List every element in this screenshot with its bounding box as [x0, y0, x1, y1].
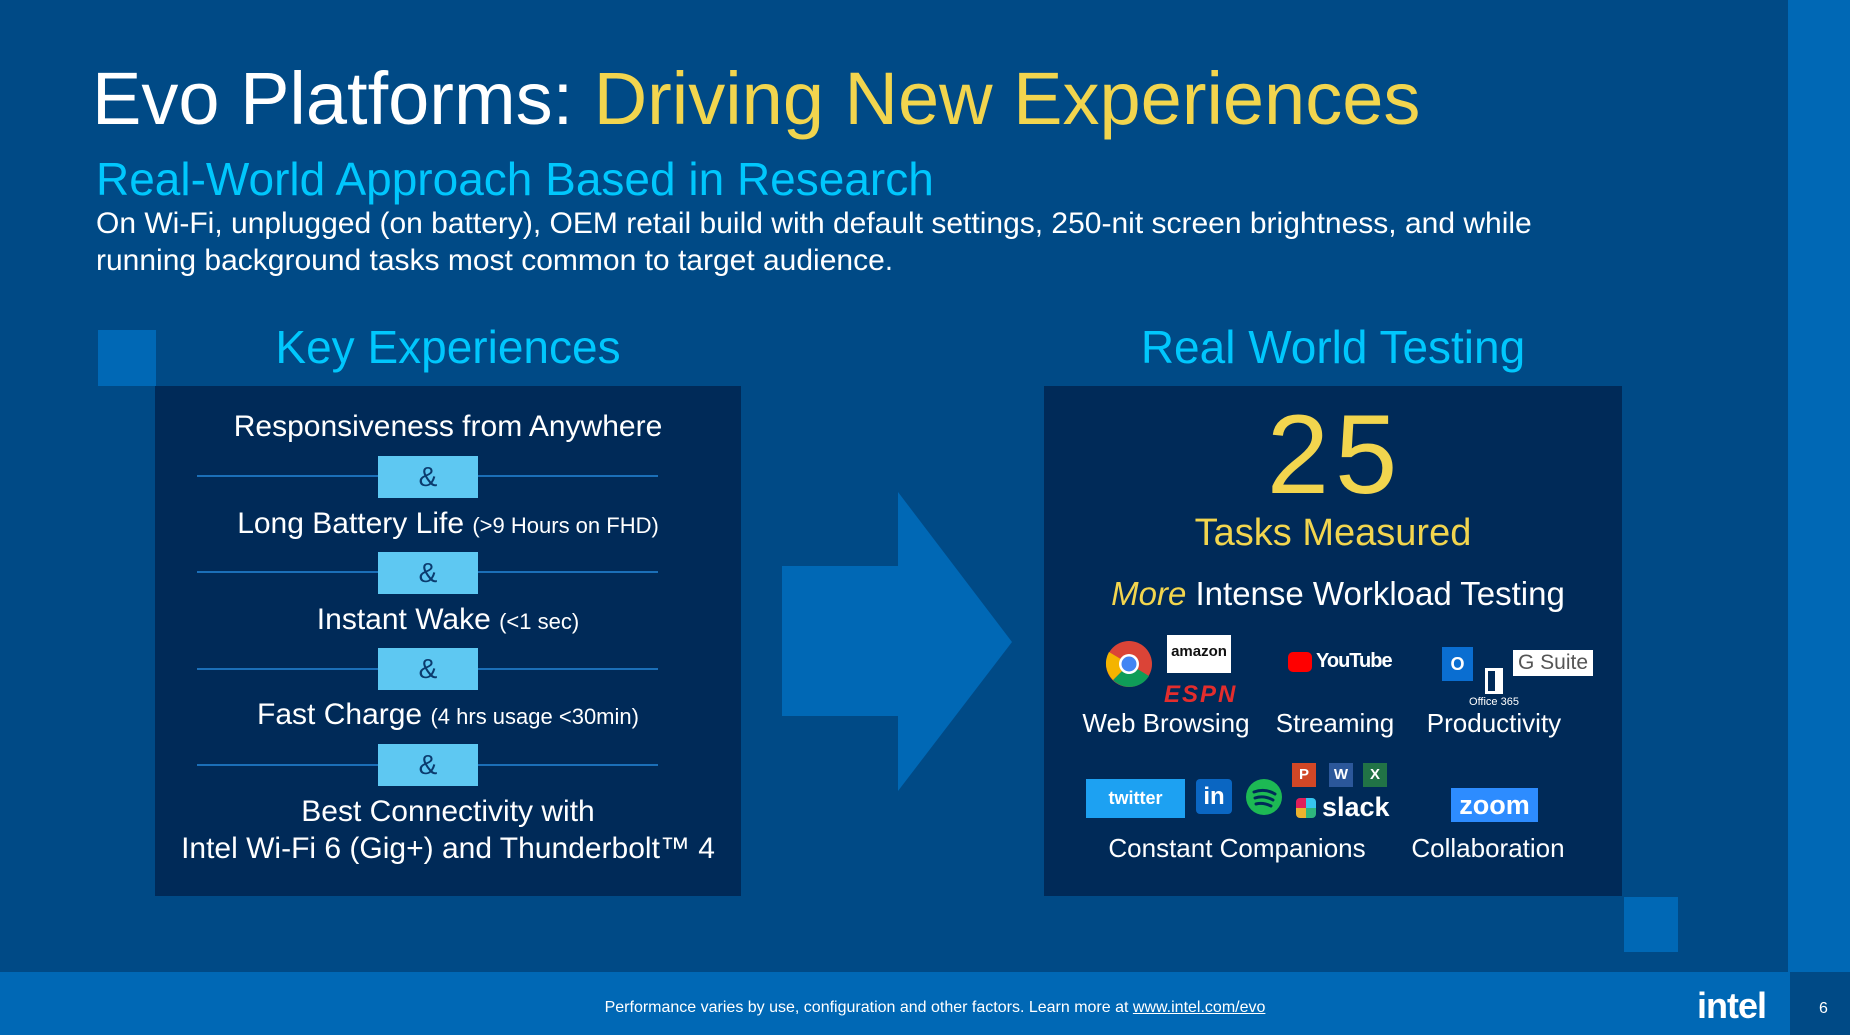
experience: Intel Wi-Fi 6 (Gig+) and Thunderbolt™ 4 [181, 832, 715, 865]
office-icon [1485, 668, 1503, 694]
powerpoint-icon: P [1292, 763, 1316, 787]
footer-bar [0, 972, 1790, 1035]
category-label: Productivity [1426, 708, 1562, 738]
count-label: Tasks Measured [1194, 512, 1472, 554]
experience-note: (<1 sec) [499, 609, 580, 634]
workload: More Intense Workload Testing [1111, 575, 1565, 613]
experience: Responsiveness from Anywhere [233, 410, 663, 443]
twitter-logo: twitter [1086, 779, 1185, 818]
experience-text: Fast Charge [257, 698, 423, 731]
category-label: Constant Companions [1108, 833, 1366, 863]
accent-square [1624, 897, 1678, 952]
spotify-icon [1246, 779, 1282, 815]
youtube-icon [1288, 652, 1312, 672]
outlook-icon: O [1442, 647, 1473, 681]
excel-icon: X [1363, 763, 1387, 787]
experience: Fast Charge (4 hrs usage <30min) [257, 698, 639, 732]
category-label: Collaboration [1411, 833, 1565, 863]
youtube-logo: YouTube [1316, 650, 1393, 672]
footer-link[interactable]: www.intel.com/evo [1132, 999, 1266, 1016]
accent-square [98, 330, 156, 386]
title-accent: Driving New Experiences [593, 57, 1421, 140]
arrow [782, 492, 1012, 791]
zoom-logo: zoom [1451, 788, 1538, 822]
slack-icon [1296, 798, 1316, 818]
connector: & [378, 648, 478, 690]
experience: Best Connectivity with [301, 795, 595, 828]
gsuite-logo: G Suite [1513, 650, 1593, 676]
experience-text: Long Battery Life [237, 507, 465, 540]
experience-note: (4 hrs usage <30min) [430, 704, 639, 729]
intel-logo: intel [1697, 985, 1767, 1026]
experience-note: (>9 Hours on FHD) [472, 513, 659, 538]
slack-logo: slack [1322, 792, 1390, 822]
connector: & [378, 552, 478, 594]
section-heading: Real World Testing [1140, 321, 1526, 373]
workload-text: Intense Workload Testing [1195, 575, 1565, 612]
section-heading: Key Experiences [275, 321, 621, 373]
office-logo: Office 365 [1469, 696, 1519, 708]
subtitle: Real-World Approach Based in Research [96, 153, 934, 205]
description-line: On Wi-Fi, unplugged (on battery), OEM re… [96, 207, 1532, 240]
footer-note: Performance varies by use, configuration… [605, 999, 1266, 1017]
title: Evo Platforms: Driving New Experiences [92, 56, 1420, 141]
side-strip [1788, 0, 1850, 972]
category-label: Web Browsing [1082, 708, 1250, 738]
amazon-logo: amazon [1167, 635, 1231, 673]
page-box [1790, 972, 1850, 1035]
page-number: 6 [1819, 1000, 1828, 1017]
experience-text: Instant Wake [316, 603, 491, 636]
experience: Instant Wake (<1 sec) [317, 603, 579, 637]
task-count: 25 [1266, 392, 1404, 517]
description-line: running background tasks most common to … [96, 244, 894, 277]
category-label: Streaming [1275, 708, 1395, 738]
side-edge [1788, 0, 1790, 972]
workload-emphasis: More [1111, 575, 1187, 612]
connector: & [378, 456, 478, 498]
experience: Long Battery Life (>9 Hours on FHD) [237, 507, 659, 541]
footer-text: Performance varies by use, configuration… [604, 999, 1129, 1016]
espn-logo: ESPN [1164, 681, 1238, 708]
connector: & [378, 744, 478, 786]
linkedin-logo: in [1196, 779, 1232, 814]
chrome-icon [1105, 641, 1152, 687]
word-icon: W [1329, 763, 1353, 787]
title-lead: Evo Platforms: [92, 57, 574, 140]
